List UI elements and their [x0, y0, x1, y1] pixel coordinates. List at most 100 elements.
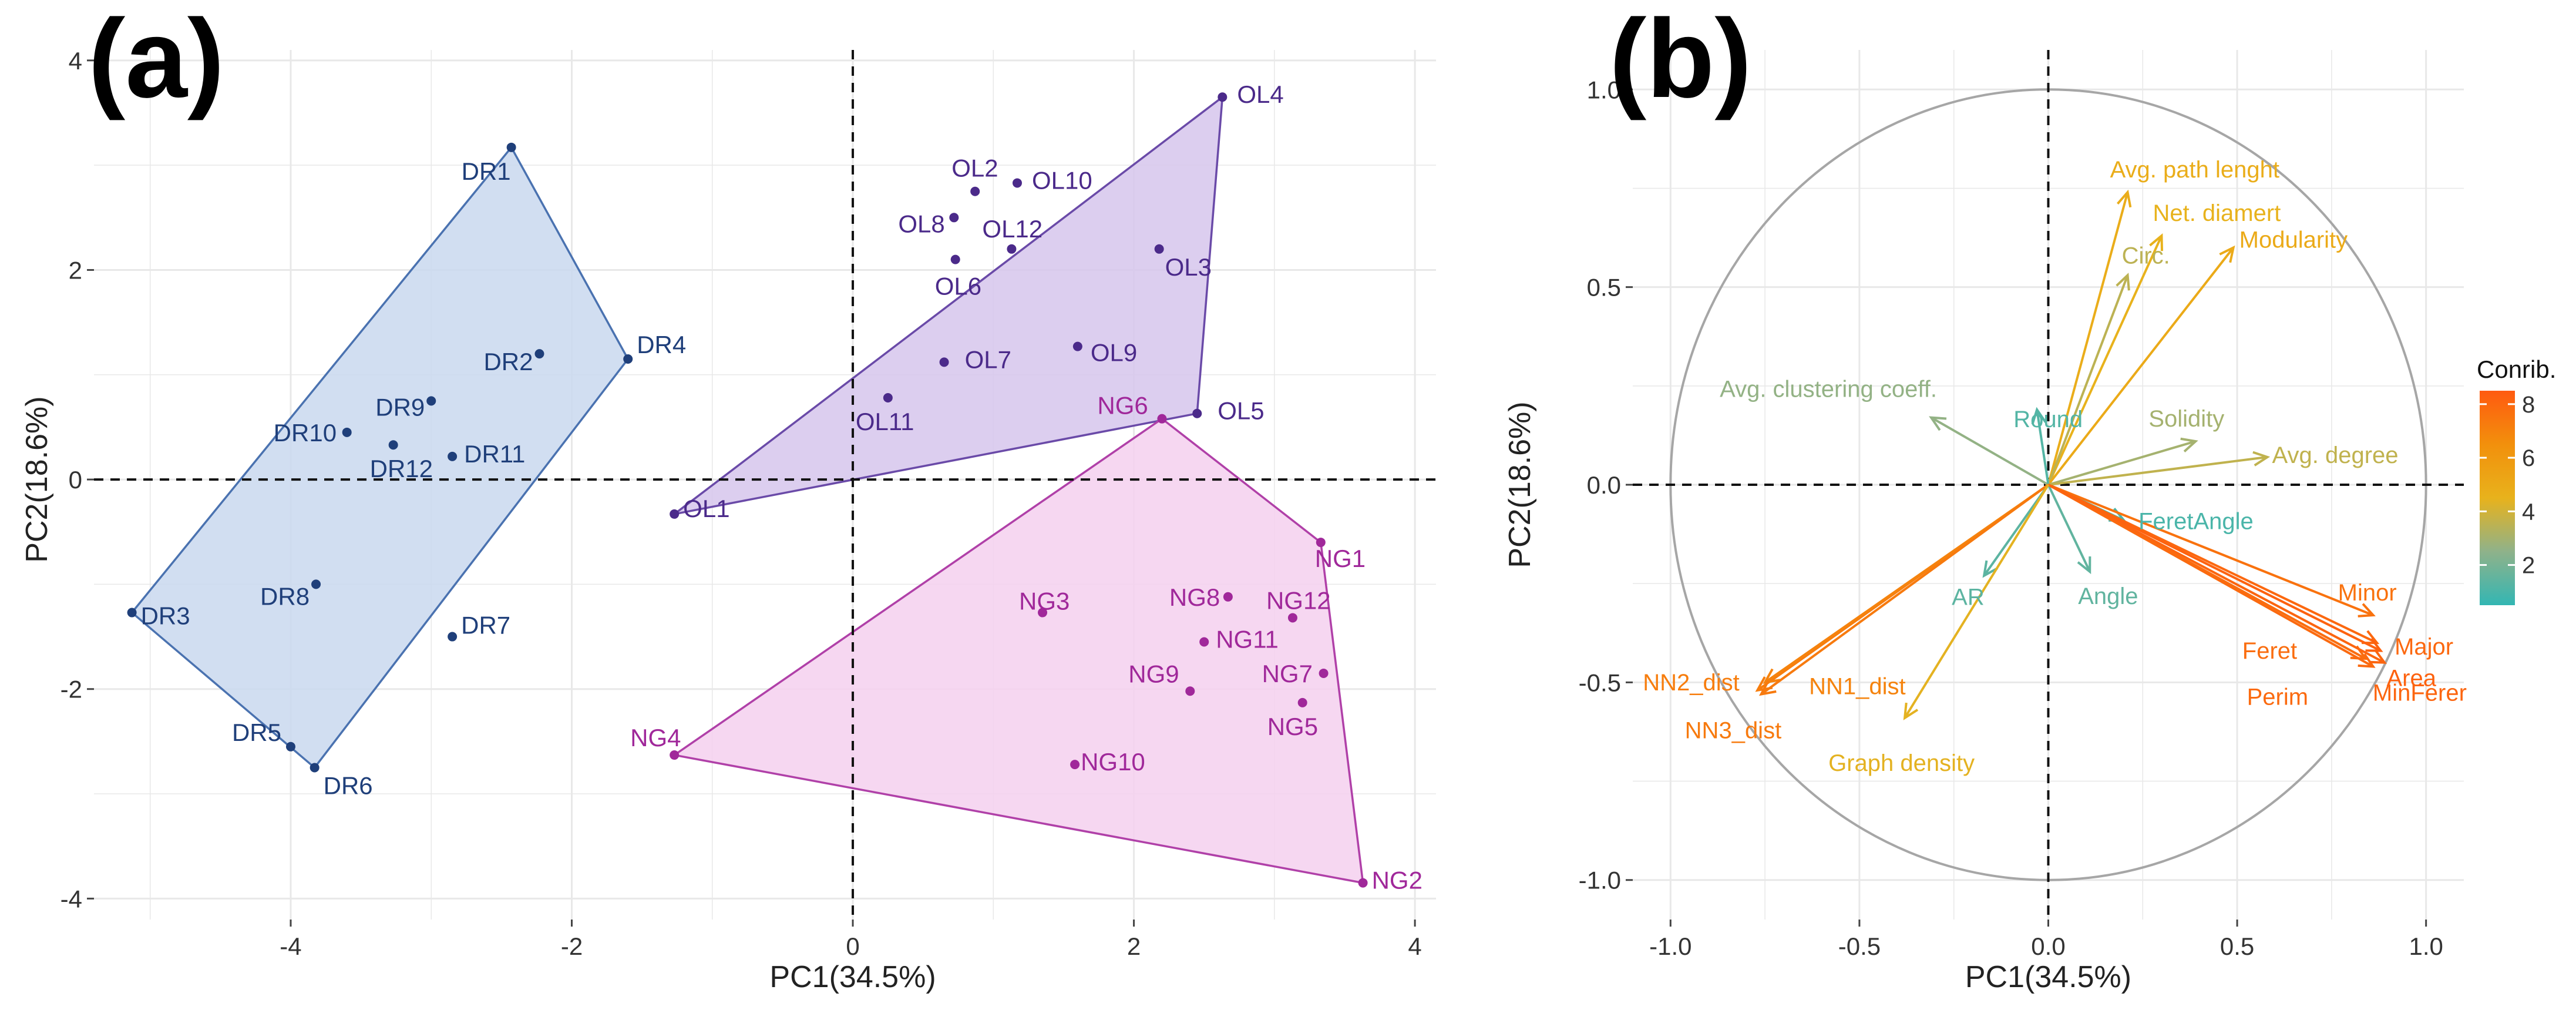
point-label-dr3: DR3 — [141, 602, 190, 630]
arrowhead-minferer — [2369, 649, 2387, 664]
variable-label-circ: Circ. — [2122, 243, 2170, 269]
panel-b-y-tick-label: 1.0 — [1587, 76, 1621, 103]
point-label-dr6: DR6 — [324, 771, 373, 799]
variable-label-angle: Angle — [2078, 583, 2138, 609]
legend-title: Conrib. — [2477, 355, 2556, 383]
panel-a-y-axis-title: PC2(18.6%) — [20, 396, 54, 562]
point-label-ol9: OL9 — [1091, 339, 1137, 367]
arrow-minor — [2047, 484, 2374, 616]
panel-b-x-tick-label: 0.5 — [2220, 932, 2254, 960]
panel-a-x-tick-label: 2 — [1127, 932, 1141, 960]
hull-ol — [673, 96, 1224, 515]
point-label-ng1: NG1 — [1315, 545, 1366, 572]
legend-tick-label: 8 — [2522, 392, 2535, 418]
panel-a-ticks: -4 -2 0 2 4 -4 -2 0 2 4 — [60, 47, 1422, 960]
panel-a-points — [127, 92, 1368, 888]
arrowhead-nn3-dist — [1758, 680, 1777, 696]
point-label-ol3: OL3 — [1165, 253, 1212, 281]
point-label-dr4: DR4 — [637, 331, 686, 358]
panel-b-ticks: -1.0 -0.5 0.0 0.5 1.0 -1.0 -0.5 0.0 0.5 1.0 — [1579, 76, 2443, 960]
point-label-ng4: NG4 — [630, 724, 681, 751]
point-label-ng12: NG12 — [1266, 586, 1331, 614]
point-label-ol4: OL4 — [1237, 80, 1283, 108]
point-dr4 — [623, 354, 633, 364]
point-dr9 — [426, 396, 436, 406]
point-ng4 — [670, 750, 680, 760]
point-label-dr9: DR9 — [375, 393, 425, 421]
point-ol4 — [1218, 92, 1228, 102]
point-dr6 — [310, 763, 320, 773]
point-label-ol2: OL2 — [951, 155, 998, 182]
point-dr3 — [127, 608, 137, 618]
panel-b-x-tick-label: -1.0 — [1649, 932, 1691, 960]
variable-label-round: Round — [2013, 407, 2083, 432]
point-ol12 — [1007, 244, 1017, 254]
contribution-legend: Conrib. 2 4 6 8 — [2477, 355, 2556, 605]
point-dr8 — [311, 579, 321, 589]
point-ng6 — [1157, 414, 1167, 424]
panel-b-y-axis-title: PC2(18.6%) — [1503, 401, 1537, 568]
panel-a-y-tick-label: 2 — [69, 256, 82, 284]
point-label-ol8: OL8 — [898, 210, 944, 237]
point-ol9 — [1072, 341, 1082, 351]
variable-label-area: Area — [2387, 666, 2437, 692]
point-dr11 — [448, 451, 458, 461]
panel-b-y-tick-label: -1.0 — [1579, 867, 1621, 894]
panel-b-y-tick-label: 0.5 — [1587, 274, 1621, 301]
panel-b-arrows — [1755, 189, 2387, 720]
variable-label-feret: Feret — [2242, 638, 2297, 664]
panel-b-x-tick-label: -0.5 — [1838, 932, 1881, 960]
point-label-ng2: NG2 — [1372, 867, 1422, 894]
point-dr12 — [388, 440, 398, 450]
variable-label-nn2-dist: NN2_dist — [1643, 670, 1740, 696]
variable-label-feretangle: FeretAngle — [2138, 509, 2254, 535]
point-label-ng3: NG3 — [1019, 588, 1070, 615]
panel-a-point-labels: DR1 DR2 DR3 DR4 DR5 DR6 DR7 DR8 DR9 DR10 DR11 DR12 O… — [141, 80, 1422, 894]
arrowhead-modularity — [2219, 245, 2235, 263]
arrow-graph-density — [1904, 484, 2050, 719]
variable-label-ar: AR — [1952, 585, 1985, 610]
point-ol5 — [1192, 408, 1202, 418]
arrow-area — [2047, 484, 2382, 652]
point-label-dr11: DR11 — [464, 440, 525, 468]
point-label-ng8: NG8 — [1169, 583, 1220, 611]
panel-b-variable-labels: Avg. path lenght Net. diamert Circ. Modular… — [1643, 157, 2467, 776]
point-ol2 — [970, 186, 980, 196]
point-ol1 — [670, 509, 680, 519]
point-dr10 — [342, 427, 352, 437]
panel-a-y-tick-label: 0 — [69, 466, 82, 494]
panel-a-label: (a) — [88, 0, 224, 121]
arrowhead-area — [2365, 638, 2383, 652]
variable-label-perim: Perim — [2247, 684, 2308, 710]
arrow-avg-clustering-coeff — [1931, 416, 2049, 486]
point-ol11 — [883, 393, 893, 402]
point-ng5 — [1297, 697, 1307, 707]
arrow-avg-path-lenght — [2047, 192, 2129, 485]
point-dr7 — [448, 632, 458, 642]
point-ng9 — [1185, 686, 1195, 696]
point-ol3 — [1154, 244, 1164, 254]
arrow-avg-degree — [2048, 455, 2268, 486]
point-ng2 — [1358, 878, 1368, 888]
point-label-ol10: OL10 — [1032, 166, 1092, 194]
panel-a-x-tick-label: -2 — [561, 932, 583, 960]
panel-a-y-tick-label: -4 — [60, 885, 82, 912]
variable-label-net-diamert: Net. diamert — [2153, 200, 2281, 226]
point-label-dr7: DR7 — [461, 612, 510, 639]
point-label-ol5: OL5 — [1218, 397, 1264, 425]
panel-b-y-tick-label: 0.0 — [1587, 471, 1621, 499]
point-label-dr5: DR5 — [232, 719, 281, 746]
point-ng7 — [1319, 668, 1329, 678]
panel-a-reference-lines — [94, 50, 1436, 920]
arrowhead-solidity — [2180, 437, 2198, 452]
arrow-minferer — [2047, 484, 2385, 664]
point-label-ol12: OL12 — [982, 215, 1042, 243]
legend-tick-label: 2 — [2522, 553, 2535, 579]
point-ol10 — [1012, 178, 1022, 188]
legend-tick-label: 4 — [2522, 499, 2535, 525]
panel-b-x-tick-label: 0.0 — [2031, 932, 2065, 960]
point-ol8 — [949, 213, 959, 223]
point-label-ol7: OL7 — [965, 345, 1011, 373]
point-ng12 — [1287, 613, 1297, 623]
panel-b-x-axis-title: PC1(34.5%) — [1965, 960, 2131, 994]
